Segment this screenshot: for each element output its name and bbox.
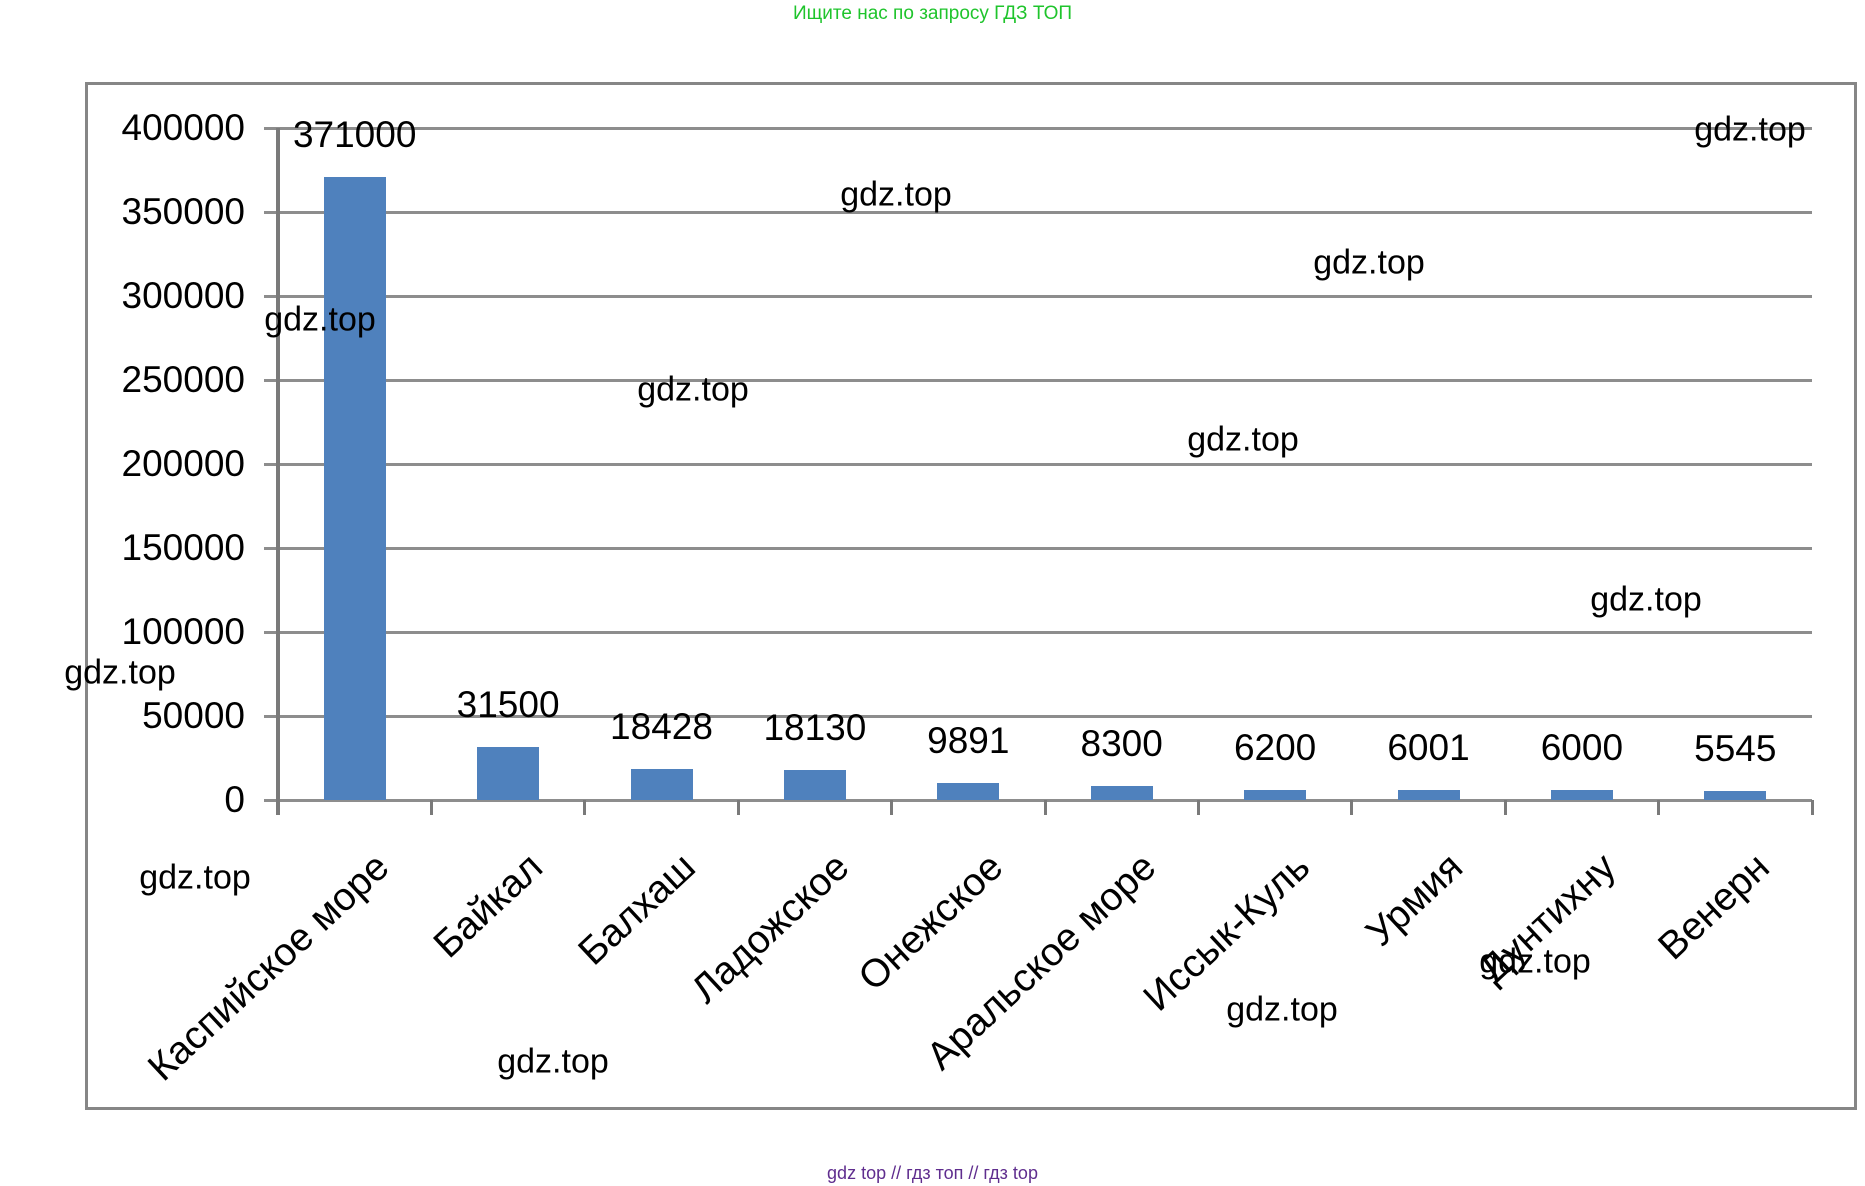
watermark: gdz.top <box>840 175 952 214</box>
y-tick-label: 150000 <box>121 527 245 568</box>
bar <box>630 769 693 800</box>
watermark: gdz.top <box>1313 243 1425 282</box>
gridline <box>264 126 1812 130</box>
y-tick-label: 350000 <box>121 191 245 232</box>
y-tick-label: 200000 <box>121 443 245 484</box>
bar-value-label: 31500 <box>456 684 560 726</box>
y-tick-label: 400000 <box>121 107 245 148</box>
bar <box>1397 789 1460 800</box>
y-tick-label: 100000 <box>121 611 245 652</box>
watermark: gdz.top <box>637 370 749 409</box>
category-label: Венерн <box>1650 845 1778 969</box>
gridline <box>264 462 1812 466</box>
category-label: Урмия <box>1358 845 1472 955</box>
x-axis-tick <box>1503 800 1507 815</box>
bar <box>1704 790 1767 800</box>
gridline <box>264 798 1812 802</box>
bar <box>477 747 540 800</box>
bar <box>323 176 386 800</box>
x-axis-tick <box>583 800 587 815</box>
category-label: Балхаш <box>570 845 705 974</box>
bar <box>1090 786 1153 800</box>
x-axis-tick <box>1657 800 1661 815</box>
bar-value-label: 8300 <box>1080 723 1163 765</box>
y-tick-label: 50000 <box>142 695 245 736</box>
gridline <box>264 210 1812 214</box>
header-search-hint: Ищите нас по запросу ГДЗ ТОП <box>792 3 1073 24</box>
x-axis-tick <box>429 800 433 815</box>
bar-value-label: 6001 <box>1387 726 1470 768</box>
category-label: Онежское <box>850 845 1011 1000</box>
watermark: gdz.top <box>1187 420 1299 459</box>
gridline <box>264 714 1812 718</box>
x-axis-tick <box>276 800 280 815</box>
bar-value-label: 6000 <box>1540 726 1624 768</box>
watermark: gdz.top <box>1694 110 1806 149</box>
bar-value-label: 18428 <box>610 706 713 748</box>
bar-value-label: 371000 <box>292 113 417 155</box>
category-label: Байкал <box>425 845 551 967</box>
x-axis-tick <box>1350 800 1354 815</box>
x-axis-tick <box>736 800 740 815</box>
x-axis-tick <box>1196 800 1200 815</box>
watermark: gdz.top <box>1590 580 1702 619</box>
category-label: Ладожское <box>683 845 858 1012</box>
bar-value-label: 18130 <box>763 706 867 748</box>
watermark: gdz.top <box>497 1042 609 1081</box>
y-axis-line <box>276 128 280 815</box>
gridline <box>264 546 1812 550</box>
y-tick-label: 0 <box>224 779 245 820</box>
y-tick-label: 250000 <box>121 359 245 400</box>
gridline <box>264 294 1812 298</box>
gridline <box>264 378 1812 382</box>
watermark: gdz.top <box>1479 942 1591 981</box>
bar-value-label: 9891 <box>927 720 1010 762</box>
x-axis-tick <box>890 800 894 815</box>
y-tick-label: 300000 <box>121 275 245 316</box>
x-axis-tick <box>1810 800 1814 815</box>
bar-value-label: 5545 <box>1694 727 1777 769</box>
gridline <box>264 630 1812 634</box>
watermark: gdz.top <box>139 858 251 897</box>
watermark: gdz.top <box>64 653 176 692</box>
footer-links: gdz top // гдз топ // гдз top <box>827 1163 1038 1183</box>
watermark: gdz.top <box>1226 990 1338 1029</box>
bar <box>783 769 846 800</box>
bar <box>937 783 1000 800</box>
bar <box>1550 789 1613 800</box>
x-axis-tick <box>1043 800 1047 815</box>
bar <box>1244 789 1307 800</box>
watermark: gdz.top <box>264 300 376 339</box>
bar-value-label: 6200 <box>1233 726 1317 768</box>
